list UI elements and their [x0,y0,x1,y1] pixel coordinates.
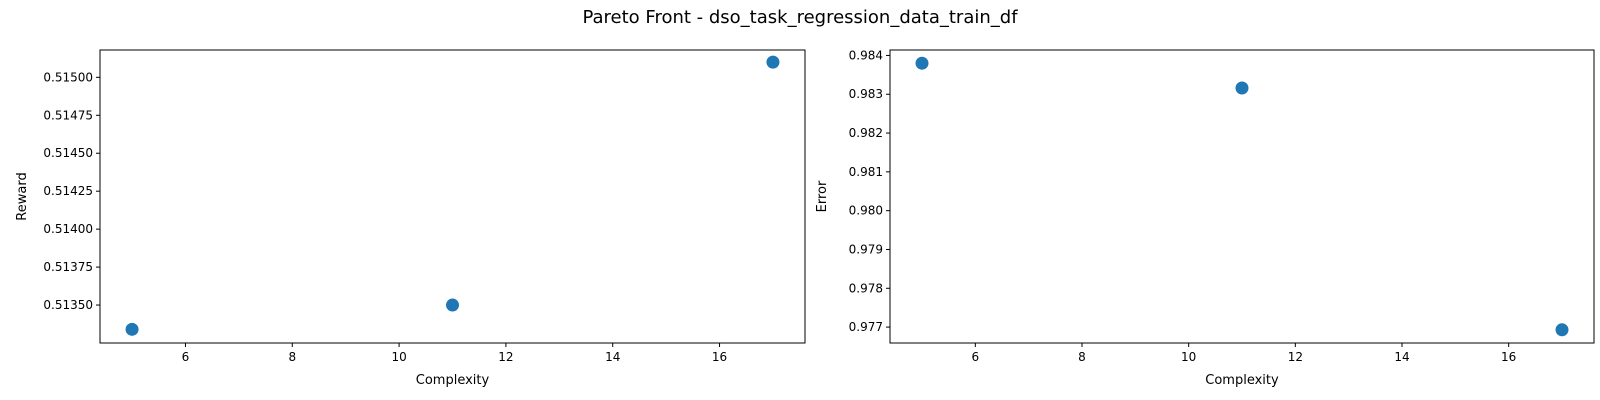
error-y-tick-label: 0.980 [849,204,883,218]
error-y-tick-label: 0.984 [849,48,883,62]
error-x-tick-label: 16 [1501,350,1516,364]
error-x-ticks: 6 8 10 12 14 16 [972,343,1516,364]
error-x-tick-label: 6 [972,350,980,364]
reward-plot-y-axis-label: Reward [15,172,30,220]
reward-y-tick-label: 0.51450 [43,146,93,160]
error-x-tick-label: 12 [1288,350,1303,364]
reward-x-tick-label: 12 [498,350,513,364]
error-plot-frame [889,49,1595,344]
error-x-tick-label: 14 [1394,350,1409,364]
reward-x-tick-label: 8 [288,350,296,364]
error-data-point [915,56,929,70]
error-x-tick-label: 10 [1181,350,1196,364]
error-plot-y-axis-label: Error [815,180,830,212]
error-data-point [1235,81,1249,95]
error-data-point [1555,323,1569,337]
reward-x-ticks: 6 8 10 12 14 16 [182,343,727,364]
error-y-tick-label: 0.979 [849,242,883,256]
reward-y-tick-label: 0.51400 [43,222,93,236]
reward-y-ticks: 0.51350 0.51375 0.51400 0.51425 0.51450 0.514… [43,70,100,312]
reward-x-tick-label: 6 [182,350,190,364]
error-y-ticks: 0.977 0.978 0.979 0.980 0.981 0.982 0.983 0.984 [849,48,890,334]
reward-plot: 6 8 10 12 14 16 0.513500.513750.514000.514250… [15,49,806,388]
error-y-tick-label: 0.978 [849,281,883,295]
error-y-tick-label: 0.983 [849,87,883,101]
error-x-tick-label: 8 [1078,350,1086,364]
reward-data-point [446,298,459,312]
reward-data-point [766,55,780,69]
error-points [915,56,1569,337]
reward-plot-x-axis-label: Complexity [416,373,490,388]
reward-plot-frame [99,49,806,344]
reward-y-tick-label: 0.51375 [43,260,93,274]
error-y-tick-label: 0.977 [849,320,883,334]
figure-title: Pareto Front - dso_task_regression_data_… [582,7,1018,28]
reward-y-tick-label: 0.51425 [43,184,93,198]
error-plot-x-axis-label: Complexity [1205,373,1279,388]
reward-x-tick-label: 10 [391,350,406,364]
reward-data-point [125,322,139,336]
error-y-tick-label: 0.982 [849,126,883,140]
reward-points [125,55,780,336]
reward-y-tick-label: 0.51475 [43,108,93,122]
reward-y-tick-label: 0.51500 [43,70,93,84]
error-y-tick-label: 0.981 [849,165,883,179]
reward-x-tick-label: 16 [712,350,727,364]
reward-y-tick-label: 0.51350 [43,298,93,312]
reward-x-tick-label: 14 [605,350,620,364]
error-plot: 6 8 10 12 14 16 0.977 0.978 0.979 0.980 0.981 0.98… [815,48,1595,388]
